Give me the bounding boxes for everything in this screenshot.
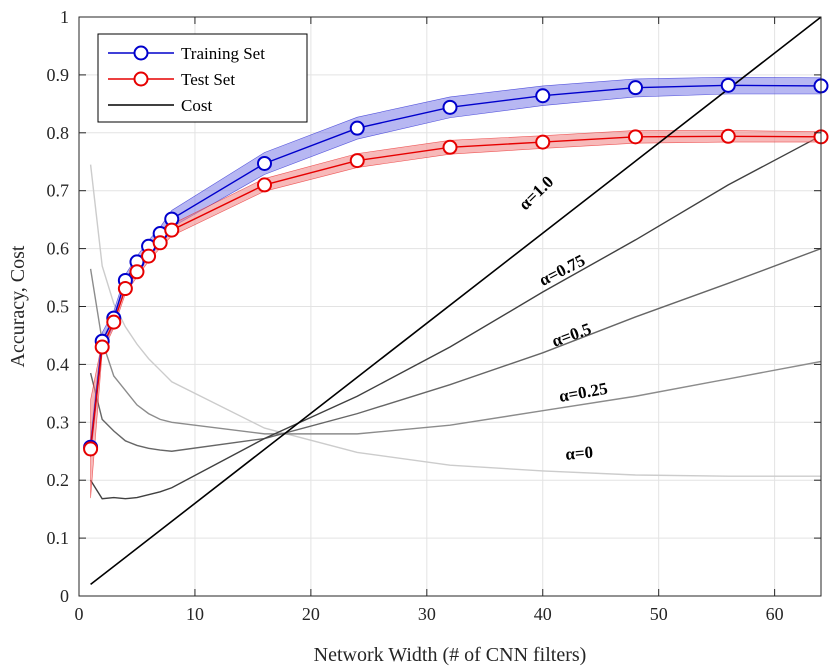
y-tick-label: 0.9 (47, 65, 70, 85)
legend-label: Test Set (181, 70, 235, 89)
series-line (89, 135, 822, 450)
alpha-curves (89, 135, 822, 500)
confidence-bands (90, 76, 822, 499)
data-point (117, 281, 133, 297)
y-tick-label: 0.8 (47, 123, 70, 143)
confidence-band (90, 130, 822, 499)
alpha-labels: α=0α=0.25α=0.5α=0.75α=1.0 (515, 172, 609, 464)
data-point (94, 339, 110, 355)
y-tick-label: 0.4 (47, 354, 70, 374)
x-tick-label: 0 (75, 604, 84, 624)
y-axis-label: Accuracy, Cost (7, 245, 29, 367)
data-point (164, 222, 180, 238)
data-point (106, 314, 122, 330)
data-point (720, 128, 736, 144)
y-tick-label: 0.5 (47, 297, 70, 317)
alpha-label: α=0.5 (549, 319, 593, 351)
x-tick-label: 20 (302, 604, 320, 624)
y-tick-label: 0.1 (47, 528, 70, 548)
data-point (535, 88, 551, 104)
y-tick-label: 1 (60, 7, 69, 27)
alpha-curve (89, 135, 822, 500)
y-tick-label: 0.2 (47, 470, 70, 490)
data-point (628, 129, 643, 145)
data-point (628, 80, 643, 96)
legend-label: Training Set (181, 44, 265, 63)
alpha-label: α=1.0 (515, 172, 557, 214)
series-line (90, 16, 822, 586)
alpha-curve (89, 247, 822, 452)
data-point (129, 264, 145, 280)
alpha-label: α=0.75 (536, 251, 588, 290)
legend-marker (133, 71, 149, 87)
legend-box (97, 33, 308, 123)
x-tick-label: 50 (650, 604, 668, 624)
series-markers (83, 77, 829, 457)
data-point (442, 139, 458, 155)
data-point (720, 77, 736, 93)
data-point (535, 134, 551, 150)
data-point (349, 120, 365, 136)
y-tick-label: 0 (60, 586, 69, 606)
legend: Training Set Test Set Cost (97, 33, 308, 123)
data-point (257, 177, 272, 193)
axis-ticks: 0 10 20 30 40 50 60 0 0.1 0.2 0.3 0.4 0.5 0.6 0.7 0.8 0.… (47, 7, 821, 624)
x-tick-label: 30 (418, 604, 436, 624)
alpha-curve (89, 268, 822, 435)
data-point (257, 155, 272, 171)
alpha-label: α=0 (565, 443, 594, 464)
y-tick-label: 0.6 (47, 239, 70, 259)
x-tick-label: 40 (534, 604, 552, 624)
data-point (83, 441, 99, 457)
data-point (141, 248, 157, 264)
x-tick-label: 60 (766, 604, 784, 624)
data-point (152, 235, 168, 251)
x-tick-label: 10 (186, 604, 204, 624)
y-tick-label: 0.7 (47, 181, 70, 201)
legend-marker (133, 45, 149, 61)
y-tick-label: 0.3 (47, 412, 70, 432)
legend-label: Cost (181, 96, 212, 115)
data-point (349, 153, 365, 169)
data-point (442, 99, 458, 115)
x-axis-label: Network Width (# of CNN filters) (314, 644, 587, 666)
